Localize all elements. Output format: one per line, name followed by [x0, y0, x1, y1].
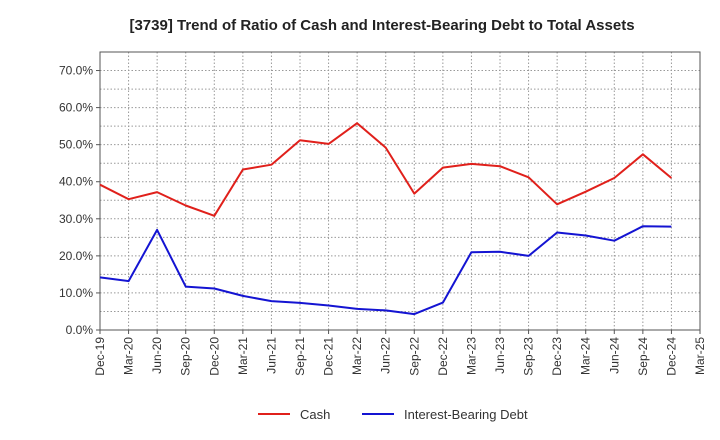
legend-label-interest-bearing-debt: Interest-Bearing Debt — [404, 407, 528, 422]
series-line-cash — [99, 122, 673, 217]
x-tick-label: Mar-24 — [579, 337, 593, 375]
x-tick-label: Mar-20 — [122, 337, 136, 375]
x-tick-label: Mar-25 — [693, 337, 707, 375]
x-tick-label: Mar-23 — [464, 337, 478, 375]
x-tick-label: Dec-22 — [436, 337, 450, 376]
y-tick-label: 50.0% — [59, 138, 93, 152]
grid-lines — [100, 52, 700, 330]
x-tick-label: Sep-24 — [636, 337, 650, 376]
plot-area-border — [99, 51, 701, 331]
x-tick-label: Jun-21 — [264, 337, 278, 374]
series-line-interest-bearing-debt — [99, 225, 672, 316]
y-tick-label: 60.0% — [59, 101, 93, 115]
y-tick-label: 0.0% — [66, 323, 94, 337]
x-axis: Dec-19 Mar-20 Jun-20 Sep-20 Dec-20 Mar-21 Jun-… — [93, 330, 707, 376]
chart-title: [3739] Trend of Ratio of Cash and Intere… — [129, 17, 634, 34]
y-tick-label: 70.0% — [59, 64, 93, 78]
x-tick-label: Dec-19 — [93, 337, 107, 376]
y-tick-label: 20.0% — [59, 249, 93, 263]
x-tick-label: Dec-21 — [322, 337, 336, 376]
x-tick-label: Mar-22 — [350, 337, 364, 375]
x-tick-label: Jun-22 — [379, 337, 393, 374]
series-lines — [99, 122, 673, 316]
legend: Cash Interest-Bearing Debt — [258, 407, 528, 422]
x-tick-label: Dec-23 — [550, 337, 564, 376]
y-tick-label: 40.0% — [59, 175, 93, 189]
x-tick-label: Sep-21 — [293, 337, 307, 376]
x-tick-label: Sep-20 — [179, 337, 193, 376]
y-axis: 0.0% 10.0% 20.0% 30.0% 40.0% 50.0% 60.0% 70.0% — [59, 64, 100, 337]
y-tick-label: 10.0% — [59, 286, 93, 300]
x-tick-label: Jun-23 — [493, 337, 507, 374]
y-tick-label: 30.0% — [59, 212, 93, 226]
x-tick-label: Sep-22 — [407, 337, 421, 376]
x-tick-label: Dec-20 — [207, 337, 221, 376]
x-tick-label: Dec-24 — [664, 337, 678, 376]
x-tick-label: Jun-20 — [150, 337, 164, 374]
x-tick-label: Jun-24 — [607, 337, 621, 374]
x-tick-label: Mar-21 — [236, 337, 250, 375]
legend-label-cash: Cash — [300, 407, 330, 422]
x-tick-label: Sep-23 — [522, 337, 536, 376]
